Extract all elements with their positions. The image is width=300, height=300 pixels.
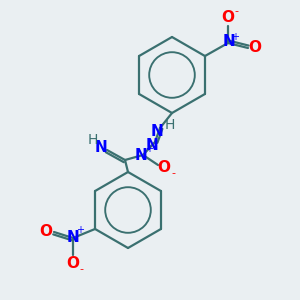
Text: O: O: [67, 256, 80, 271]
Text: +: +: [145, 144, 153, 154]
Text: -: -: [79, 264, 83, 274]
Text: +: +: [76, 225, 84, 235]
Text: N: N: [94, 140, 107, 155]
Text: O: O: [221, 11, 235, 26]
Text: N: N: [223, 34, 236, 50]
Text: O: O: [248, 40, 262, 56]
Text: N: N: [146, 137, 158, 152]
Text: H: H: [165, 118, 175, 132]
Text: -: -: [171, 168, 175, 178]
Text: O: O: [40, 224, 52, 239]
Text: +: +: [231, 32, 239, 42]
Text: N: N: [67, 230, 80, 244]
Text: H: H: [88, 133, 98, 147]
Text: N: N: [135, 148, 147, 164]
Text: N: N: [151, 124, 164, 139]
Text: O: O: [158, 160, 170, 175]
Text: -: -: [234, 6, 238, 16]
